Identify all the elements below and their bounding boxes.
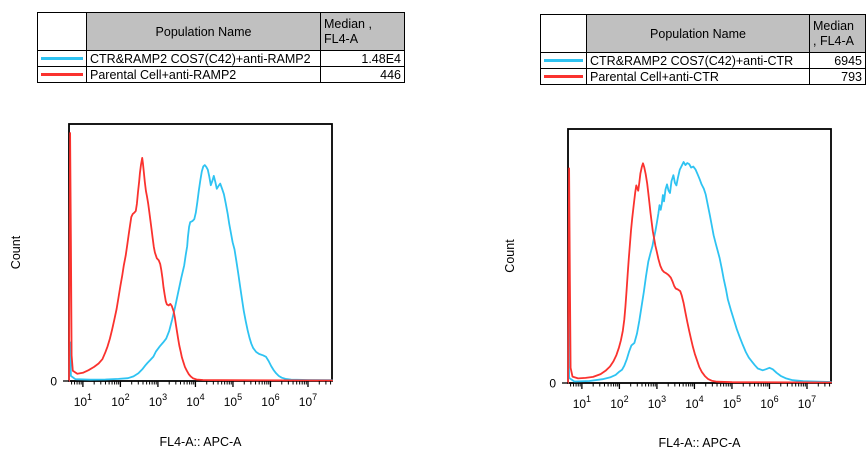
x-axis-title: FL4-A:: APC-A	[659, 436, 742, 450]
population-cell: Parental Cell+anti-RAMP2	[86, 66, 321, 83]
legend-table-right: Population Name Median , FL4-A CTR&RAMP2…	[540, 14, 866, 85]
x-tick-label: 104	[186, 392, 204, 409]
legend-header-row: Population Name Median , FL4-A	[540, 14, 866, 53]
x-tick-label: 103	[648, 394, 666, 411]
x-tick-label: 101	[573, 394, 591, 411]
y-zero-label: 0	[50, 375, 57, 389]
legend-row: CTR&RAMP2 COS7(C42)+anti-CTR 6945	[540, 52, 866, 69]
population-name-header: Population Name	[86, 12, 321, 51]
x-tick-label: 105	[723, 394, 741, 411]
population-cell: CTR&RAMP2 COS7(C42)+anti-CTR	[586, 52, 810, 69]
median-value-cell: 446	[320, 66, 405, 83]
y-zero-label: 0	[549, 377, 556, 391]
population-name-header: Population Name	[586, 14, 810, 53]
swatch-column-header	[37, 12, 87, 51]
swatch-cell	[540, 52, 587, 69]
median-header: Median , FL4-A	[809, 14, 866, 53]
cyan-line-swatch	[544, 59, 583, 62]
legend-row: CTR&RAMP2 COS7(C42)+anti-RAMP2 1.48E4	[37, 50, 405, 67]
x-tick-label: 105	[224, 392, 242, 409]
swatch-cell	[37, 50, 87, 67]
x-tick-label: 101	[74, 392, 92, 409]
x-tick-label: 102	[111, 392, 129, 409]
swatch-cell	[540, 68, 587, 85]
x-tick-label: 104	[685, 394, 703, 411]
plot-frame	[567, 128, 832, 384]
legend-row: Parental Cell+anti-CTR 793	[540, 68, 866, 85]
x-tick-label: 107	[798, 394, 816, 411]
y-axis-title: Count	[9, 235, 23, 269]
population-cell: Parental Cell+anti-CTR	[586, 68, 810, 85]
x-axis-title: FL4-A:: APC-A	[160, 435, 243, 449]
histogram-curve-red	[567, 162, 832, 384]
cyan-line-swatch	[41, 57, 83, 60]
x-tick-label: 106	[261, 392, 279, 409]
x-tick-label: 106	[760, 394, 778, 411]
y-axis-title: Count	[503, 239, 517, 273]
legend-header-row: Population Name Median , FL4-A	[37, 12, 405, 51]
histogram-curve-cyan	[567, 161, 832, 384]
median-header-line: Median	[813, 18, 854, 33]
histogram-curve-red	[68, 132, 333, 382]
x-tick-label: 102	[610, 394, 628, 411]
median-value-cell: 1.48E4	[320, 50, 405, 67]
median-value-cell: 793	[809, 68, 866, 85]
red-line-swatch	[41, 73, 83, 76]
swatch-cell	[37, 66, 87, 83]
population-cell: CTR&RAMP2 COS7(C42)+anti-RAMP2	[86, 50, 321, 67]
histogram-curve-cyan	[68, 164, 333, 382]
median-value-cell: 6945	[809, 52, 866, 69]
legend-row: Parental Cell+anti-RAMP2 446	[37, 66, 405, 83]
median-header: Median , FL4-A	[320, 12, 405, 51]
median-header-line: Median ,	[324, 16, 372, 31]
x-tick-label: 107	[299, 392, 317, 409]
swatch-column-header	[540, 14, 587, 53]
median-header-line: , FL4-A	[813, 33, 854, 48]
legend-table-left: Population Name Median , FL4-A CTR&RAMP2…	[37, 12, 405, 83]
median-header-line: FL4-A	[324, 31, 359, 46]
red-line-swatch	[544, 75, 583, 78]
x-tick-label: 103	[149, 392, 167, 409]
